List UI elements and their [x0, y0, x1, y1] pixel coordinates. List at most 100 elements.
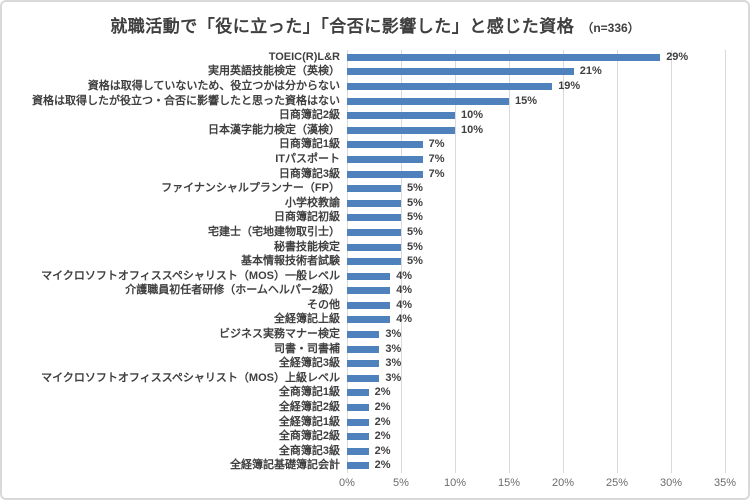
category-label: 日商簿記1級 [278, 138, 340, 151]
category-label: ファイナンシャルプランナー（FP） [161, 182, 340, 195]
bar [347, 301, 391, 309]
bar-row: 実用英語技能検定（英検） 21% [2, 65, 748, 80]
bar [347, 68, 574, 76]
bar [347, 360, 380, 368]
bar-row: 全商簿記2級 2% [2, 429, 748, 444]
bar-row: 全経簿記上級 4% [2, 313, 748, 328]
bar [347, 447, 369, 455]
category-label: ビジネス実務マナー検定 [219, 328, 340, 341]
bar-row: 基本情報技術者試験 5% [2, 254, 748, 269]
bar-row: 全経簿記1級 2% [2, 415, 748, 430]
bar [347, 345, 380, 353]
category-label: その他 [307, 298, 340, 311]
value-label: 2% [374, 415, 391, 428]
x-axis-tick: 35% [713, 477, 737, 489]
bar-row: 全経簿記3級 3% [2, 356, 748, 371]
bar-row: 全商簿記3級 2% [2, 444, 748, 459]
category-label: マイクロソフトオフィススペシャリスト（MOS）上級レベル [41, 371, 340, 384]
category-label: 全商簿記2級 [278, 430, 340, 443]
value-label: 21% [579, 65, 602, 78]
bar-row: 日商簿記初級 5% [2, 211, 748, 226]
x-axis: 0% 5% 10% 15% 20% 25% 30% 35% [2, 477, 748, 493]
bar [347, 258, 401, 266]
bar [347, 418, 369, 426]
value-label: 2% [374, 459, 391, 472]
value-label: 5% [407, 255, 423, 268]
bar [347, 155, 423, 163]
category-label: 日本漢字能力検定（漢検） [208, 123, 340, 136]
bar [347, 316, 391, 324]
bar [347, 272, 391, 280]
x-axis-tick: 20% [551, 477, 575, 489]
bar-row: 司書・司書補 3% [2, 342, 748, 357]
x-axis-tick: 5% [393, 477, 409, 489]
bar [347, 214, 401, 222]
category-label: 全商簿記1級 [278, 386, 340, 399]
x-axis-tick: 30% [659, 477, 683, 489]
sample-size-label: （n=336） [581, 21, 640, 35]
category-label: 日商簿記3級 [278, 167, 340, 180]
bar-row: 宅建士（宅地建物取引士） 5% [2, 225, 748, 240]
value-label: 3% [385, 371, 402, 384]
category-label: 日商簿記初級 [274, 211, 340, 224]
bar [347, 126, 455, 134]
category-label: 小学校教諭 [285, 196, 340, 209]
category-label: 全商簿記3級 [278, 444, 340, 457]
bar [347, 97, 509, 105]
bar-row: 介護職員初任者研修（ホームヘルパー2級） 4% [2, 284, 748, 299]
value-label: 4% [396, 313, 413, 326]
value-label: 4% [396, 284, 413, 297]
bar [347, 287, 391, 295]
x-axis-tick: 0% [339, 477, 355, 489]
category-label: 全経簿記基礎簿記会計 [230, 459, 340, 472]
category-label: 資格は取得したが役立つ・合否に影響したと思った資格はない [32, 94, 340, 107]
bar [347, 199, 401, 207]
category-label: 全経簿記3級 [278, 357, 340, 370]
bar-row: 資格は取得したが役立つ・合否に影響したと思った資格はない 15% [2, 94, 748, 109]
value-label: 2% [374, 386, 391, 399]
x-axis-tick: 15% [497, 477, 521, 489]
bar-row: 小学校教諭 5% [2, 196, 748, 211]
category-label: 宅建士（宅地建物取引士） [208, 225, 340, 238]
bar [347, 433, 369, 441]
bar-row: 全経簿記基礎簿記会計 2% [2, 459, 748, 474]
category-label: TOEIC(R)L&R [268, 50, 340, 63]
category-label: 全経簿記2級 [278, 401, 340, 414]
value-label: 5% [407, 211, 423, 224]
value-label: 2% [374, 430, 391, 443]
bar [347, 374, 380, 382]
bar [347, 141, 423, 149]
category-label: 全経簿記上級 [274, 313, 340, 326]
category-label: 日商簿記2級 [278, 109, 340, 122]
category-label: ITパスポート [275, 152, 340, 165]
bar-row: ITパスポート 7% [2, 152, 748, 167]
bar [347, 331, 380, 339]
value-label: 7% [428, 167, 445, 180]
bar-row: マイクロソフトオフィススペシャリスト（MOS）上級レベル 3% [2, 371, 748, 386]
bar-row: 日本漢字能力検定（漢検） 10% [2, 123, 748, 138]
bar-row: 日商簿記3級 7% [2, 167, 748, 182]
value-label: 10% [461, 123, 484, 136]
bar [347, 404, 369, 412]
category-label: 秘書技能検定 [274, 240, 340, 253]
bar [347, 462, 369, 470]
chart-title-block: 就職活動で「役に立った」「合否に影響した」と感じた資格 （n=336） [2, 12, 748, 37]
bar-row: TOEIC(R)L&R 29% [2, 50, 748, 65]
value-label: 3% [385, 328, 402, 341]
bar-row: その他 4% [2, 298, 748, 313]
bar-row: 日商簿記2級 10% [2, 108, 748, 123]
value-label: 4% [396, 298, 413, 311]
value-label: 15% [515, 94, 538, 107]
bar [347, 389, 369, 397]
category-label: 実用英語技能検定（英検） [208, 65, 340, 78]
value-label: 5% [407, 225, 423, 238]
bar [347, 185, 401, 193]
value-label: 19% [558, 79, 581, 92]
value-label: 2% [374, 401, 391, 414]
value-label: 4% [396, 269, 413, 282]
value-label: 3% [385, 342, 402, 355]
bar-row: ファイナンシャルプランナー（FP） 5% [2, 181, 748, 196]
category-label: マイクロソフトオフィススペシャリスト（MOS）一般レベル [41, 269, 340, 282]
bar [347, 53, 661, 61]
bar [347, 82, 553, 90]
